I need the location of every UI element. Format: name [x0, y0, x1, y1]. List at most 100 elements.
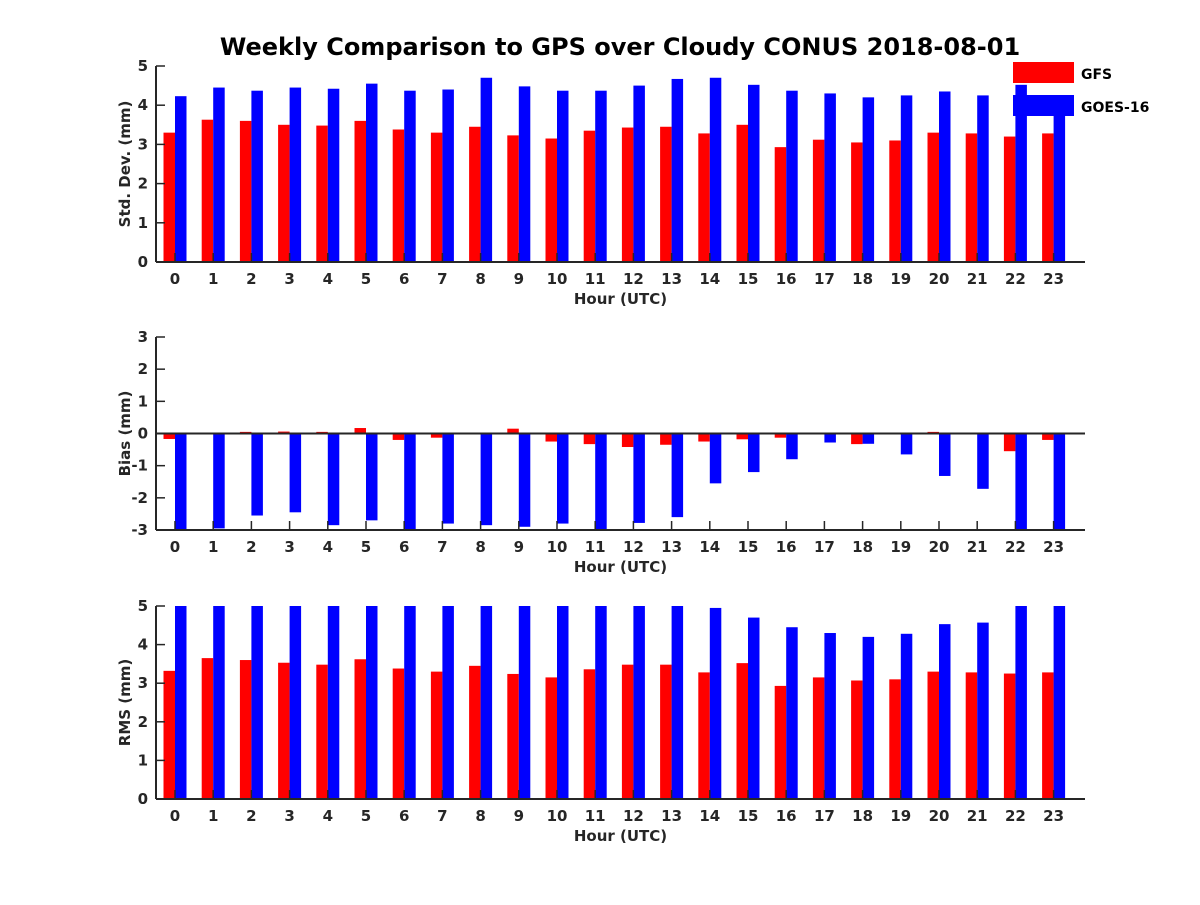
- std-dev-bar-goes16-10: [557, 90, 569, 262]
- std-dev-bar-goes16-5: [366, 83, 378, 262]
- bias-bar-goes16-15: [748, 433, 760, 473]
- rms-x-tick-label: 16: [776, 807, 797, 825]
- bias-bar-gfs-9: [507, 428, 519, 434]
- std-dev-bar-gfs-15: [736, 124, 748, 262]
- bias-bar-goes16-18: [862, 433, 875, 444]
- bias-bar-goes16-13: [671, 433, 684, 518]
- bias-bar-goes16-7: [442, 433, 454, 524]
- std-dev-bar-goes16-20: [939, 91, 951, 262]
- std-dev-x-tick-label: 9: [514, 270, 524, 288]
- std-dev-bar-goes16-6: [404, 90, 416, 262]
- bias-bar-gfs-15: [736, 433, 748, 440]
- rms-bar-gfs-14: [698, 672, 710, 799]
- rms-bar-gfs-12: [621, 664, 634, 799]
- bias-x-tick-label: 12: [623, 538, 644, 556]
- std-dev-x-tick-label: 17: [814, 270, 835, 288]
- rms-x-tick-label: 5: [361, 807, 371, 825]
- std-dev-x-tick-label: 15: [738, 270, 759, 288]
- rms-x-tick-label: 11: [585, 807, 606, 825]
- std-dev-bar-gfs-19: [889, 140, 901, 262]
- bias-bar-gfs-14: [698, 433, 710, 442]
- rms-y-tick-label: 1: [138, 751, 148, 769]
- std-dev-bar-gfs-2: [239, 120, 252, 262]
- std-dev-bar-goes16-15: [748, 84, 760, 262]
- rms-bar-goes16-6: [404, 606, 416, 799]
- rms-x-tick-label: 4: [323, 807, 333, 825]
- std-dev-x-tick-label: 4: [323, 270, 333, 288]
- std-dev-x-tick-label: 18: [852, 270, 873, 288]
- std-dev-bar-goes16-7: [442, 89, 454, 263]
- bias-x-tick-label: 2: [246, 538, 256, 556]
- std-dev-bar-goes16-21: [977, 95, 989, 263]
- std-dev-x-tick-label: 6: [399, 270, 409, 288]
- bias-x-tick-label: 9: [514, 538, 524, 556]
- bias-bar-gfs-16: [774, 433, 787, 438]
- bias-bar-goes16-12: [633, 433, 645, 523]
- std-dev-x-tick-label: 10: [547, 270, 568, 288]
- std-dev-bar-goes16-22: [1015, 84, 1027, 262]
- bias-x-tick-label: 4: [323, 538, 333, 556]
- bias-x-tick-label: 23: [1043, 538, 1064, 556]
- std-dev-y-tick-label: 5: [138, 57, 148, 75]
- bias-bar-gfs-7: [430, 433, 443, 438]
- std-dev-bar-gfs-8: [469, 126, 481, 262]
- rms-bar-gfs-2: [239, 660, 252, 799]
- std-dev-bar-gfs-11: [583, 130, 596, 262]
- rms-bar-goes16-23: [1053, 606, 1066, 799]
- std-dev-bar-goes16-19: [900, 95, 913, 263]
- rms-bar-goes16-13: [671, 606, 684, 799]
- bias-bar-gfs-6: [392, 433, 405, 440]
- bias-x-tick-label: 16: [776, 538, 797, 556]
- bias-bar-goes16-23: [1053, 433, 1066, 530]
- bias-x-tick-label: 22: [1005, 538, 1026, 556]
- std-dev-bar-gfs-13: [660, 126, 672, 262]
- legend-swatch-gfs: [1013, 62, 1074, 83]
- bias-bar-goes16-0: [175, 433, 187, 530]
- rms-bar-gfs-22: [1003, 673, 1016, 799]
- std-dev-x-tick-label: 23: [1043, 270, 1064, 288]
- rms-bar-goes16-4: [327, 606, 340, 799]
- std-dev-bar-gfs-10: [545, 138, 557, 262]
- rms-x-tick-label: 6: [399, 807, 409, 825]
- rms-bar-gfs-11: [583, 669, 596, 799]
- rms-x-tick-label: 18: [852, 807, 873, 825]
- bias-bar-goes16-22: [1015, 433, 1027, 530]
- bias-bar-goes16-16: [786, 433, 798, 460]
- rms-bar-gfs-6: [392, 668, 405, 799]
- rms-x-tick-label: 17: [814, 807, 835, 825]
- legend-label-gfs: GFS: [1081, 67, 1112, 83]
- rms-x-tick-label: 20: [929, 807, 950, 825]
- rms-bar-goes16-7: [442, 606, 454, 799]
- std-dev-bar-gfs-6: [392, 129, 405, 262]
- std-dev-x-tick-label: 13: [661, 270, 682, 288]
- std-dev-bar-gfs-21: [965, 133, 978, 262]
- rms-bar-gfs-23: [1042, 672, 1054, 799]
- std-dev-bar-gfs-9: [507, 135, 519, 262]
- bias-bar-gfs-12: [621, 433, 634, 448]
- rms-bar-gfs-7: [430, 671, 443, 799]
- std-dev-x-tick-label: 12: [623, 270, 644, 288]
- rms-bar-goes16-20: [939, 624, 951, 799]
- bias-x-tick-label: 0: [170, 538, 180, 556]
- bias-bar-goes16-8: [480, 433, 493, 526]
- std-dev-x-tick-label: 2: [246, 270, 256, 288]
- std-dev-x-tick-label: 3: [284, 270, 294, 288]
- std-dev-y-tick-label: 2: [138, 175, 148, 193]
- rms-bar-goes16-17: [824, 633, 836, 799]
- rms-bar-gfs-5: [354, 659, 366, 799]
- std-dev-bar-goes16-12: [633, 85, 645, 262]
- rms-x-tick-label: 22: [1005, 807, 1026, 825]
- rms-bar-gfs-13: [660, 664, 672, 799]
- bias-bar-goes16-4: [327, 433, 340, 526]
- rms-bar-goes16-12: [633, 606, 645, 799]
- bias-bar-gfs-0: [163, 433, 175, 439]
- rms-bar-goes16-14: [709, 607, 722, 799]
- bias-bar-goes16-9: [518, 433, 531, 527]
- rms-bar-goes16-2: [251, 606, 263, 799]
- bias-x-tick-label: 20: [929, 538, 950, 556]
- rms-x-tick-label: 8: [475, 807, 485, 825]
- rms-bar-gfs-10: [545, 677, 557, 799]
- std-dev-bar-goes16-14: [709, 77, 722, 262]
